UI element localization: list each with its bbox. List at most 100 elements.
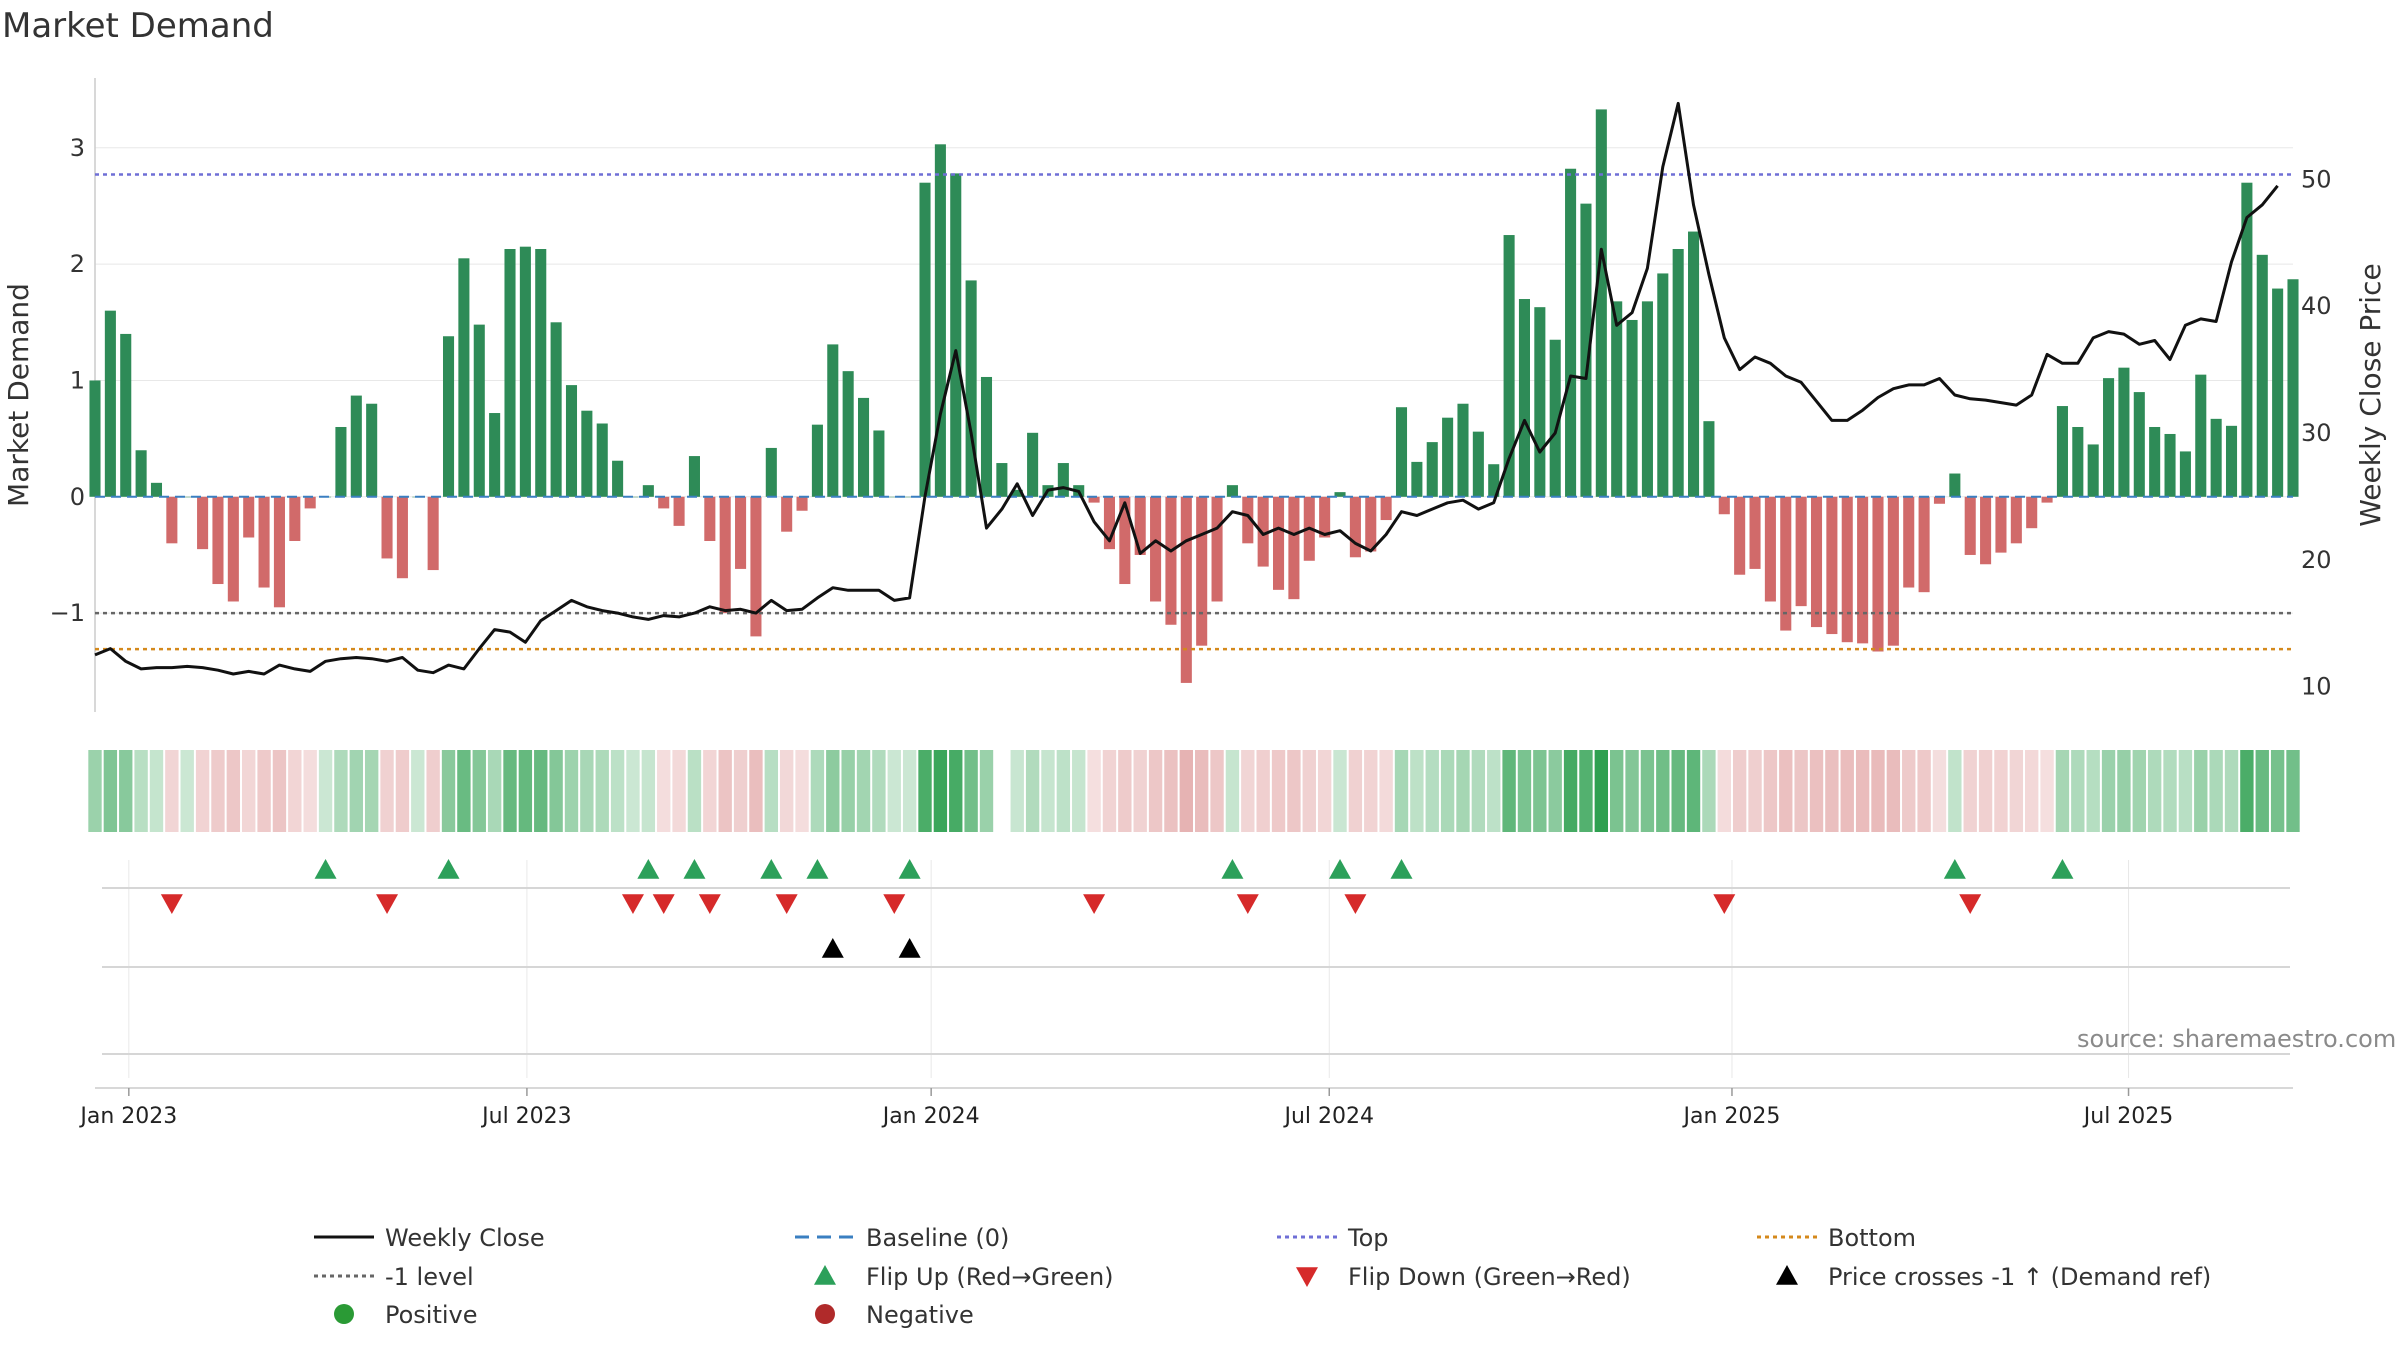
heat-strip-cell — [119, 750, 133, 832]
heat-strip-cell — [1056, 750, 1071, 832]
heat-strip-cell — [518, 750, 533, 832]
heat-strip-cell — [1671, 750, 1685, 832]
demand-bar — [1764, 496, 1776, 602]
heat-strip-cell — [226, 750, 241, 832]
heat-strip-cell — [1702, 750, 1716, 832]
y2-tick-label: 30 — [2301, 419, 2332, 447]
demand-bar — [1503, 235, 1515, 497]
demand-bar — [2133, 392, 2145, 497]
demand-bar — [1780, 496, 1792, 631]
legend-label: Flip Down (Green→Red) — [1348, 1263, 1631, 1291]
heat-strip-cell — [1102, 750, 1117, 832]
demand-bar — [2225, 425, 2238, 497]
demand-bar — [1349, 496, 1361, 558]
heat-strip-cell — [272, 750, 287, 832]
legend-label: Positive — [385, 1301, 478, 1329]
heat-strip-cell — [2194, 750, 2208, 832]
demand-bar — [2118, 367, 2130, 497]
heat-strip-cell — [1379, 750, 1393, 832]
legend-label: Baseline (0) — [866, 1224, 1009, 1252]
heat-strip-cell — [457, 750, 471, 832]
demand-bar — [827, 344, 839, 497]
demand-bar — [1442, 417, 1454, 497]
heat-strip-cell — [949, 750, 963, 832]
demand-bar — [1242, 496, 1254, 544]
demand-bar — [2056, 406, 2068, 497]
heat-strip-cell — [1456, 750, 1470, 832]
y-tick-label: 3 — [70, 134, 85, 162]
demand-bar — [1595, 109, 1607, 497]
demand-bar — [1857, 496, 1869, 644]
demand-bar — [2164, 433, 2176, 497]
x-tick-label: Jan 2025 — [1682, 1104, 1781, 1129]
legend-symbol-triangle-down — [1296, 1267, 1318, 1287]
demand-bar — [596, 423, 608, 497]
heat-strip-cell — [1517, 750, 1532, 832]
demand-bar — [1611, 301, 1623, 497]
flip-up-marker — [637, 859, 660, 879]
heat-strip-cell — [2147, 750, 2162, 832]
heat-strip-cell — [2040, 750, 2054, 832]
heat-strip-cell — [503, 750, 517, 832]
demand-bar — [1334, 492, 1346, 497]
demand-bar — [919, 182, 931, 497]
heat-strip-cell — [1133, 750, 1147, 832]
legend-label: Bottom — [1828, 1224, 1916, 1252]
demand-bar — [212, 496, 224, 585]
heat-strip-cell — [549, 750, 563, 832]
demand-bar — [1964, 496, 1976, 555]
demand-bar — [658, 496, 670, 509]
heat-strip-cell — [103, 750, 118, 832]
heat-strip-cell — [1302, 750, 1316, 832]
heat-strip-cell — [1763, 750, 1778, 832]
heat-strip-cell — [872, 750, 886, 832]
heat-strip-cell — [964, 750, 978, 832]
demand-bar — [442, 336, 455, 497]
heat-strip-cell — [1917, 750, 1931, 832]
heat-strip-cell — [1010, 750, 1024, 832]
flip-up-marker — [437, 859, 460, 879]
demand-bar — [1887, 496, 1899, 646]
heat-strip-cell — [242, 750, 256, 832]
demand-bar — [2256, 254, 2268, 497]
heat-strip-cell — [2086, 750, 2100, 832]
heat-strip-cell — [1210, 750, 1224, 832]
heat-strip-cell — [1656, 750, 1670, 832]
demand-bar — [2087, 444, 2099, 497]
demand-bar — [688, 456, 700, 497]
demand-bar — [473, 324, 485, 497]
heat-strip-cell — [795, 750, 809, 832]
demand-bar — [1057, 463, 1069, 497]
demand-bar — [1134, 496, 1146, 555]
demand-bar — [335, 426, 347, 497]
demand-bar — [1903, 496, 1915, 588]
flip-up-marker — [806, 859, 829, 879]
demand-bar — [581, 410, 593, 497]
heat-strip-cell — [749, 750, 763, 832]
demand-bar — [2026, 496, 2038, 529]
heat-strip-cell — [1594, 750, 1609, 832]
heat-strip-cell — [1487, 750, 1501, 832]
heat-strip-cell — [2117, 750, 2131, 832]
y-axis-label: Market Demand — [2, 283, 35, 507]
demand-bar — [2179, 451, 2191, 497]
flip-down-marker — [1236, 894, 1259, 914]
heat-strip-cell — [1732, 750, 1747, 832]
heat-strip-cell — [810, 750, 825, 832]
heat-strip-cell — [2286, 750, 2300, 832]
flip-up-marker — [314, 859, 337, 879]
heat-strip-cell — [2209, 750, 2223, 832]
demand-bar — [2041, 496, 2053, 503]
heat-strip-cell — [779, 750, 794, 832]
heat-strip-cell — [1748, 750, 1762, 832]
heat-strip-cell — [933, 750, 948, 832]
demand-bar — [842, 371, 854, 497]
demand-bar — [1841, 496, 1853, 643]
demand-bar — [504, 249, 516, 497]
heat-strip-cell — [257, 750, 271, 832]
heat-strip-cell — [1978, 750, 1993, 832]
heat-strip-cell — [441, 750, 456, 832]
heat-strip-cell — [1271, 750, 1286, 832]
